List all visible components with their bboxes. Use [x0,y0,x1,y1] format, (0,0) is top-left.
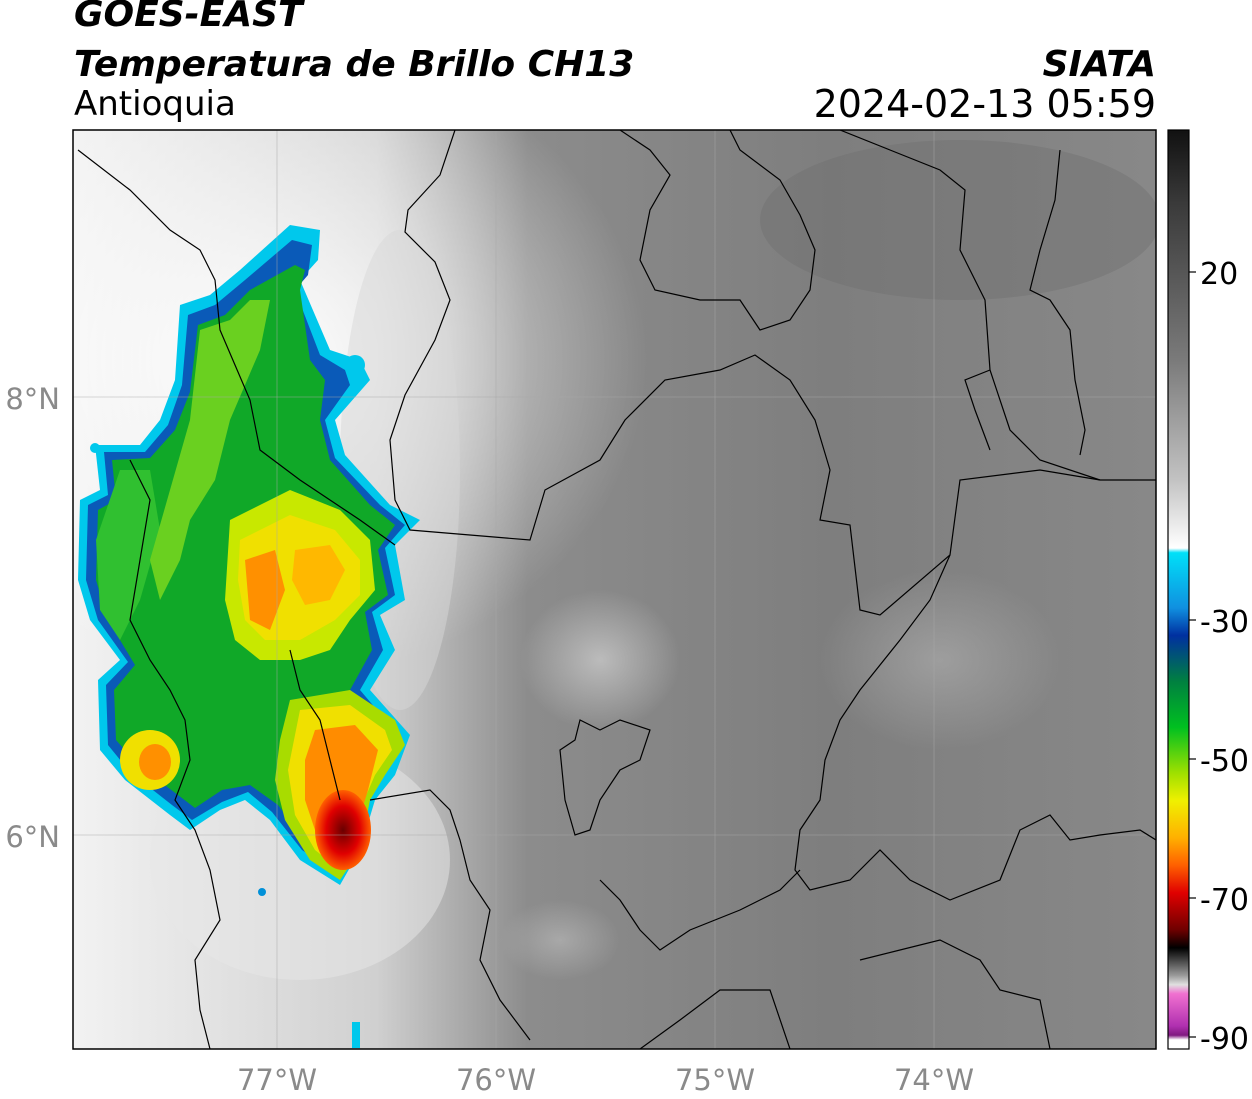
region-label: Antioquia [74,84,236,124]
satellite-imagery [73,130,1156,1049]
colorbar-tick-minus70: -70 [1200,883,1249,918]
organization-label: SIATA [1042,44,1156,85]
colorbar-tick-20: 20 [1200,257,1238,292]
gridlines [73,130,1156,1049]
map-frame [72,129,1157,1050]
lat-label-8n: 8°N [5,382,60,416]
colorbar-tick-minus90: -90 [1200,1022,1249,1057]
colorbar: 20 -30 -50 -70 -90 [1167,129,1249,1057]
lon-label-74w: 74°W [894,1063,974,1097]
colorbar-tick-minus30: -30 [1200,605,1249,640]
political-boundaries [77,130,1156,1049]
lat-label-6n: 6°N [5,820,60,854]
colorbar-tick-minus50: -50 [1200,744,1249,779]
lon-label-75w: 75°W [675,1063,755,1097]
colorbar-frame [1167,129,1190,1050]
satellite-title: GOES-EAST [74,0,303,35]
datetime-label: 2024-02-13 05:59 [813,82,1156,126]
product-title: Temperatura de Brillo CH13 [74,44,635,85]
lon-label-76w: 76°W [456,1063,536,1097]
colorbar-gradient [1168,130,1189,1049]
lon-label-77w: 77°W [237,1063,317,1097]
